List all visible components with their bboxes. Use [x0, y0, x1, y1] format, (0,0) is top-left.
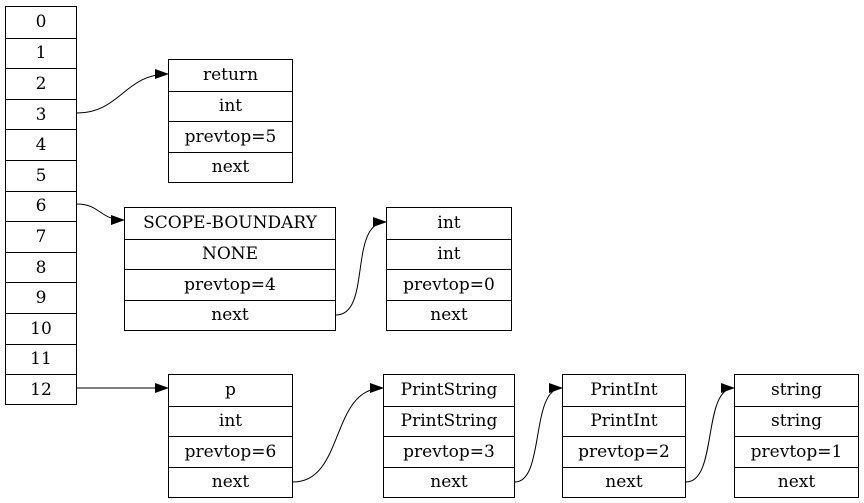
- record-field-prevtop: prevtop=2: [563, 436, 685, 467]
- record-int: int int prevtop=0 next: [386, 207, 512, 331]
- record-field-name: PrintInt: [590, 380, 658, 401]
- stack-slot-9: 9: [6, 282, 76, 313]
- record-field-prevtop: prevtop=3: [384, 436, 514, 467]
- record-field-prevtop: prevtop=4: [125, 269, 335, 300]
- record-field-next: next: [169, 151, 292, 183]
- record-field-prevtop: prevtop=6: [169, 436, 292, 467]
- link-printstring-next-to-printint: [514, 383, 563, 483]
- record-return: return int prevtop=5 next: [168, 59, 293, 183]
- stack-slot-11: 11: [6, 343, 76, 375]
- record-field-next: next: [387, 299, 511, 331]
- record-string: string string prevtop=1 next: [734, 374, 859, 498]
- record-field-name: SCOPE-BOUNDARY: [143, 213, 317, 234]
- link-p-next-to-printstring: [292, 383, 384, 483]
- stack-slot-10: 10: [6, 312, 76, 344]
- record-scope-boundary: SCOPE-BOUNDARY NONE prevtop=4 next: [124, 207, 336, 331]
- stack-slot-6: 6: [6, 190, 76, 222]
- stack-slot-4: 4: [6, 129, 76, 160]
- stack-slot-1: 1: [6, 37, 76, 69]
- record-field-type: int: [169, 405, 292, 437]
- record-field-next: next: [563, 466, 685, 498]
- record-field-next: next: [125, 299, 335, 331]
- stack-slot-3: 3: [6, 98, 76, 130]
- stack-slot-5: 5: [6, 159, 76, 191]
- stack-slot-12: 12: [6, 374, 76, 405]
- record-printstring: PrintString PrintString prevtop=3 next: [383, 374, 515, 498]
- record-field-next: next: [384, 466, 514, 498]
- record-field-name: return: [202, 65, 259, 86]
- link-slot3-to-return: [76, 69, 169, 114]
- stack-slot-2: 2: [6, 68, 76, 99]
- record-field-name: PrintString: [400, 380, 498, 401]
- stack-slot-8: 8: [6, 251, 76, 283]
- record-field-next: next: [735, 466, 858, 498]
- record-field-prevtop: prevtop=0: [387, 269, 511, 300]
- link-scope-next-to-int: [335, 217, 387, 316]
- link-slot6-to-scope: [76, 203, 125, 225]
- record-field-type: int: [387, 238, 511, 270]
- record-field-type: PrintString: [384, 405, 514, 437]
- record-field-type: int: [169, 90, 292, 122]
- record-field-type: string: [735, 405, 858, 437]
- record-field-next: next: [169, 466, 292, 498]
- link-printint-next-to-string: [685, 383, 735, 483]
- record-field-type: NONE: [125, 238, 335, 270]
- stack-slot-7: 7: [6, 221, 76, 252]
- record-field-prevtop: prevtop=5: [169, 121, 292, 152]
- stack-array: 0 1 2 3 4 5 6 7 8 9 10 11 12: [5, 6, 77, 405]
- stack-slot-0: 0: [35, 12, 47, 33]
- record-field-name: int: [437, 213, 461, 234]
- record-field-type: PrintInt: [563, 405, 685, 437]
- record-p: p int prevtop=6 next: [168, 374, 293, 498]
- record-field-name: string: [771, 380, 822, 401]
- record-field-name: p: [225, 380, 236, 401]
- record-printint: PrintInt PrintInt prevtop=2 next: [562, 374, 686, 498]
- record-field-prevtop: prevtop=1: [735, 436, 858, 467]
